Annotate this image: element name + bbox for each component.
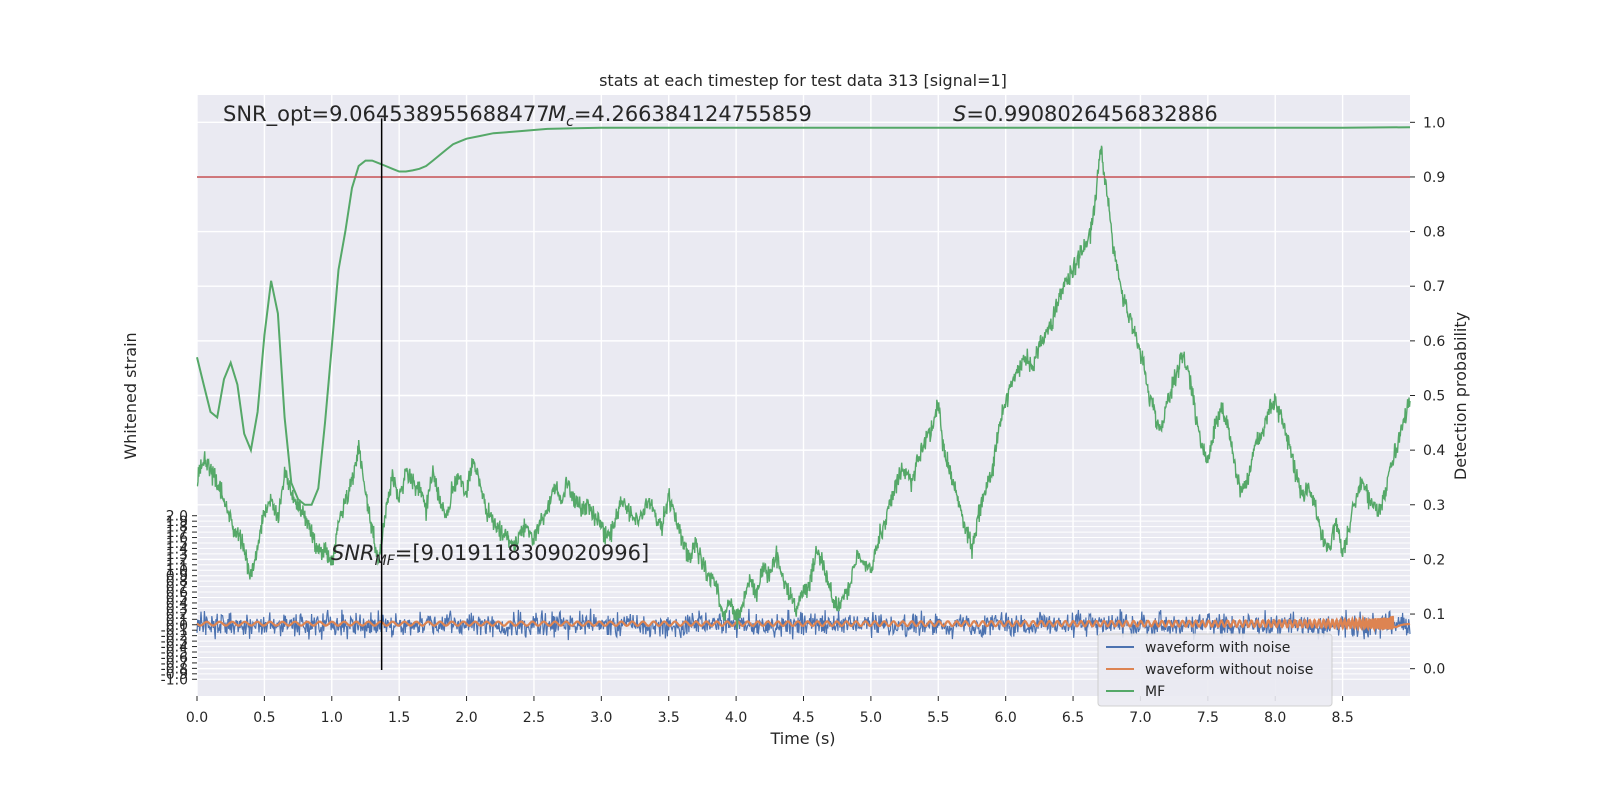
- y-left-tick-label: -0.2: [161, 629, 188, 645]
- annotation-snr-opt: SNR_opt=9.064538955688477: [223, 102, 550, 127]
- y-left-tick-label: -0.9: [161, 667, 188, 683]
- x-tick-labels: 0.0 0.5 1.0 1.5 2.0 2.5 3.0 3.5 4.0 4.5 5.0 5.5 6.0 6…: [186, 696, 1354, 726]
- y-left-tick-label: 1.7: [166, 525, 188, 541]
- y-left-tick-label: 1.6: [166, 531, 188, 547]
- y-left-tick-label: -0.3: [161, 634, 188, 650]
- x-tick-label: 7.5: [1197, 710, 1219, 726]
- y-left-tick-labels: -1.0-0.9-0.8-0.7-0.6-0.5-0.4-0.3-0.2-0.1…: [161, 509, 197, 688]
- x-tick-label: 0.5: [253, 710, 275, 726]
- annotation-s: S=0.9908026456832886: [953, 102, 1218, 126]
- y-left-tick-label: -0.4: [161, 640, 188, 656]
- y-right-tick-label: 0.8: [1423, 225, 1445, 241]
- x-tick-label: 0.0: [186, 710, 208, 726]
- y-left-tick-label: -0.6: [161, 650, 188, 666]
- annotation-snr-mf: SNRMF=[9.019118309020996]: [331, 541, 649, 569]
- y-left-tick-label: 1.9: [166, 514, 188, 530]
- y-right-tick-label: 0.7: [1423, 279, 1445, 295]
- series-detection-probability: [196, 126, 1411, 506]
- y-left-tick-label: 0.9: [166, 569, 188, 585]
- series-waveform-without-noise: [196, 614, 1411, 633]
- y-left-tick-label: 2.0: [166, 509, 188, 525]
- x-tick-label: 2.0: [455, 710, 477, 726]
- legend-frame: [1097, 633, 1333, 707]
- x-tick-label: 3.0: [590, 710, 612, 726]
- y-left-tick-label: 0.2: [166, 607, 188, 623]
- x-tick-label: 4.5: [792, 710, 814, 726]
- legend-label-clean: waveform without noise: [1145, 662, 1313, 678]
- y-left-tick-label: -0.8: [161, 661, 188, 677]
- waveform-without-noise-line: [196, 614, 1411, 633]
- y-right-tick-label: 0.3: [1423, 498, 1445, 514]
- x-tick-label: 6.5: [1062, 710, 1084, 726]
- y-right-tick-label: 1.0: [1423, 115, 1445, 131]
- y-left-tick-label: 1.2: [166, 552, 188, 568]
- y-left-tick-label: 1.4: [166, 541, 188, 557]
- x-tick-label: 1.0: [321, 710, 343, 726]
- y-left-tick-label: 0.4: [166, 596, 188, 612]
- y-right-tick-label: 0.1: [1423, 607, 1445, 623]
- x-tick-label: 8.5: [1331, 710, 1353, 726]
- y-left-tick-label: 0.3: [166, 601, 188, 617]
- x-tick-label: 1.5: [388, 710, 410, 726]
- y-left-tick-label: 1.5: [166, 536, 188, 552]
- y-left-tick-label: 0.6: [166, 585, 188, 601]
- detection-probability-line: [196, 126, 1411, 506]
- y-left-tick-label: 1.8: [166, 520, 188, 536]
- y-left-tick-label: -0.5: [161, 645, 188, 661]
- series-mf: [196, 145, 1411, 629]
- y-axis-label-left: Whitened strain: [121, 332, 140, 459]
- y-right-tick-labels: 0.0 0.1 0.2 0.3 0.4 0.5 0.6 0.7 0.8 0.9 1.0: [1410, 115, 1445, 678]
- x-tick-label: 5.0: [860, 710, 882, 726]
- y-right-tick-label: 0.4: [1423, 443, 1445, 459]
- y-left-tick-label: 0.8: [166, 574, 188, 590]
- x-axis-label: Time (s): [769, 729, 835, 748]
- x-tick-label: 7.0: [1129, 710, 1151, 726]
- y-right-tick-label: 0.2: [1423, 552, 1445, 568]
- grid-lines-x: [196, 95, 1344, 696]
- y-right-tick-label: 0.6: [1423, 334, 1445, 350]
- x-tick-label: 5.5: [927, 710, 949, 726]
- y-right-tick-label: 0.0: [1423, 662, 1445, 678]
- y-left-tick-label: 1.3: [166, 547, 188, 563]
- y-right-tick-label: 0.5: [1423, 389, 1445, 405]
- y-left-tick-label: -1.0: [161, 672, 188, 688]
- y-axis-label-right: Detection probability: [1451, 312, 1470, 480]
- x-tick-label: 4.0: [725, 710, 747, 726]
- legend-label-mf: MF: [1145, 684, 1165, 700]
- y-left-tick-label: 0.0: [166, 618, 188, 634]
- y-right-tick-label: 0.9: [1423, 170, 1445, 186]
- x-tick-label: 3.5: [658, 710, 680, 726]
- legend: waveform with noise waveform without noi…: [1097, 633, 1333, 707]
- annotation-mc: Mc=4.266384124755859: [548, 102, 812, 130]
- y-left-tick-label: 1.0: [166, 563, 188, 579]
- mf-line: [196, 145, 1411, 629]
- legend-label-noise: waveform with noise: [1145, 640, 1290, 656]
- x-tick-label: 2.5: [523, 710, 545, 726]
- y-left-tick-label: 1.1: [166, 558, 188, 574]
- y-left-tick-label: 0.7: [166, 580, 188, 596]
- x-tick-label: 6.0: [995, 710, 1017, 726]
- y-left-tick-label: -0.7: [161, 656, 188, 672]
- y-left-tick-label: 0.1: [166, 612, 188, 628]
- x-tick-label: 8.0: [1264, 710, 1286, 726]
- y-left-tick-label: -0.1: [161, 623, 188, 639]
- chart-title: stats at each timestep for test data 313…: [599, 71, 1007, 90]
- y-left-tick-label: 0.5: [166, 591, 188, 607]
